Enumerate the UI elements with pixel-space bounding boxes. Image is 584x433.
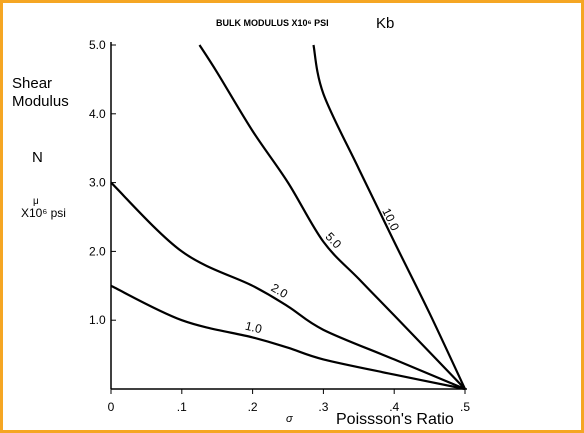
series-labels: 1.02.05.010.0 (244, 206, 402, 336)
y-axis-label-line2: Modulus (12, 93, 69, 110)
series-label-2.0: 2.0 (269, 281, 291, 302)
x-axis-symbol: σ (286, 413, 293, 425)
y-axis-mu-symbol: μ (33, 196, 39, 207)
y-axis-symbol: N (32, 149, 43, 166)
x-tick-label: .4 (389, 400, 399, 414)
x-ticks: 0 .1 .2 .3 .4 .5 (108, 389, 470, 414)
x-tick-label: .5 (460, 400, 470, 414)
x-tick-label: 0 (108, 400, 115, 414)
x-tick-label: .3 (318, 400, 328, 414)
x-axis-label: Poissson's Ratio (336, 411, 454, 428)
series-label-1.0: 1.0 (244, 319, 264, 337)
y-tick-label: 2.0 (89, 244, 106, 258)
series-line-5.0 (198, 44, 466, 390)
axes (110, 42, 467, 390)
series-line-2.0 (110, 181, 466, 391)
y-ticks: 1.0 2.0 3.0 4.0 5.0 (89, 38, 116, 327)
y-tick-label: 1.0 (89, 313, 106, 327)
x-tick-label: .2 (248, 400, 258, 414)
series-label-5.0: 5.0 (323, 230, 345, 252)
chart-title-unit: Kb (376, 15, 394, 32)
chart-title: BULK MODULUS X10⁶ PSI (216, 18, 329, 28)
y-tick-label: 3.0 (89, 176, 106, 190)
y-axis-unit: X10⁶ psi (21, 206, 66, 220)
series-curves (110, 44, 466, 391)
y-axis-label-line1: Shear (12, 75, 52, 92)
series-line-1.0 (110, 284, 466, 391)
series-line-10.0 (312, 44, 466, 390)
x-tick-label: .1 (177, 400, 187, 414)
y-tick-label: 5.0 (89, 38, 106, 52)
y-tick-label: 4.0 (89, 107, 106, 121)
